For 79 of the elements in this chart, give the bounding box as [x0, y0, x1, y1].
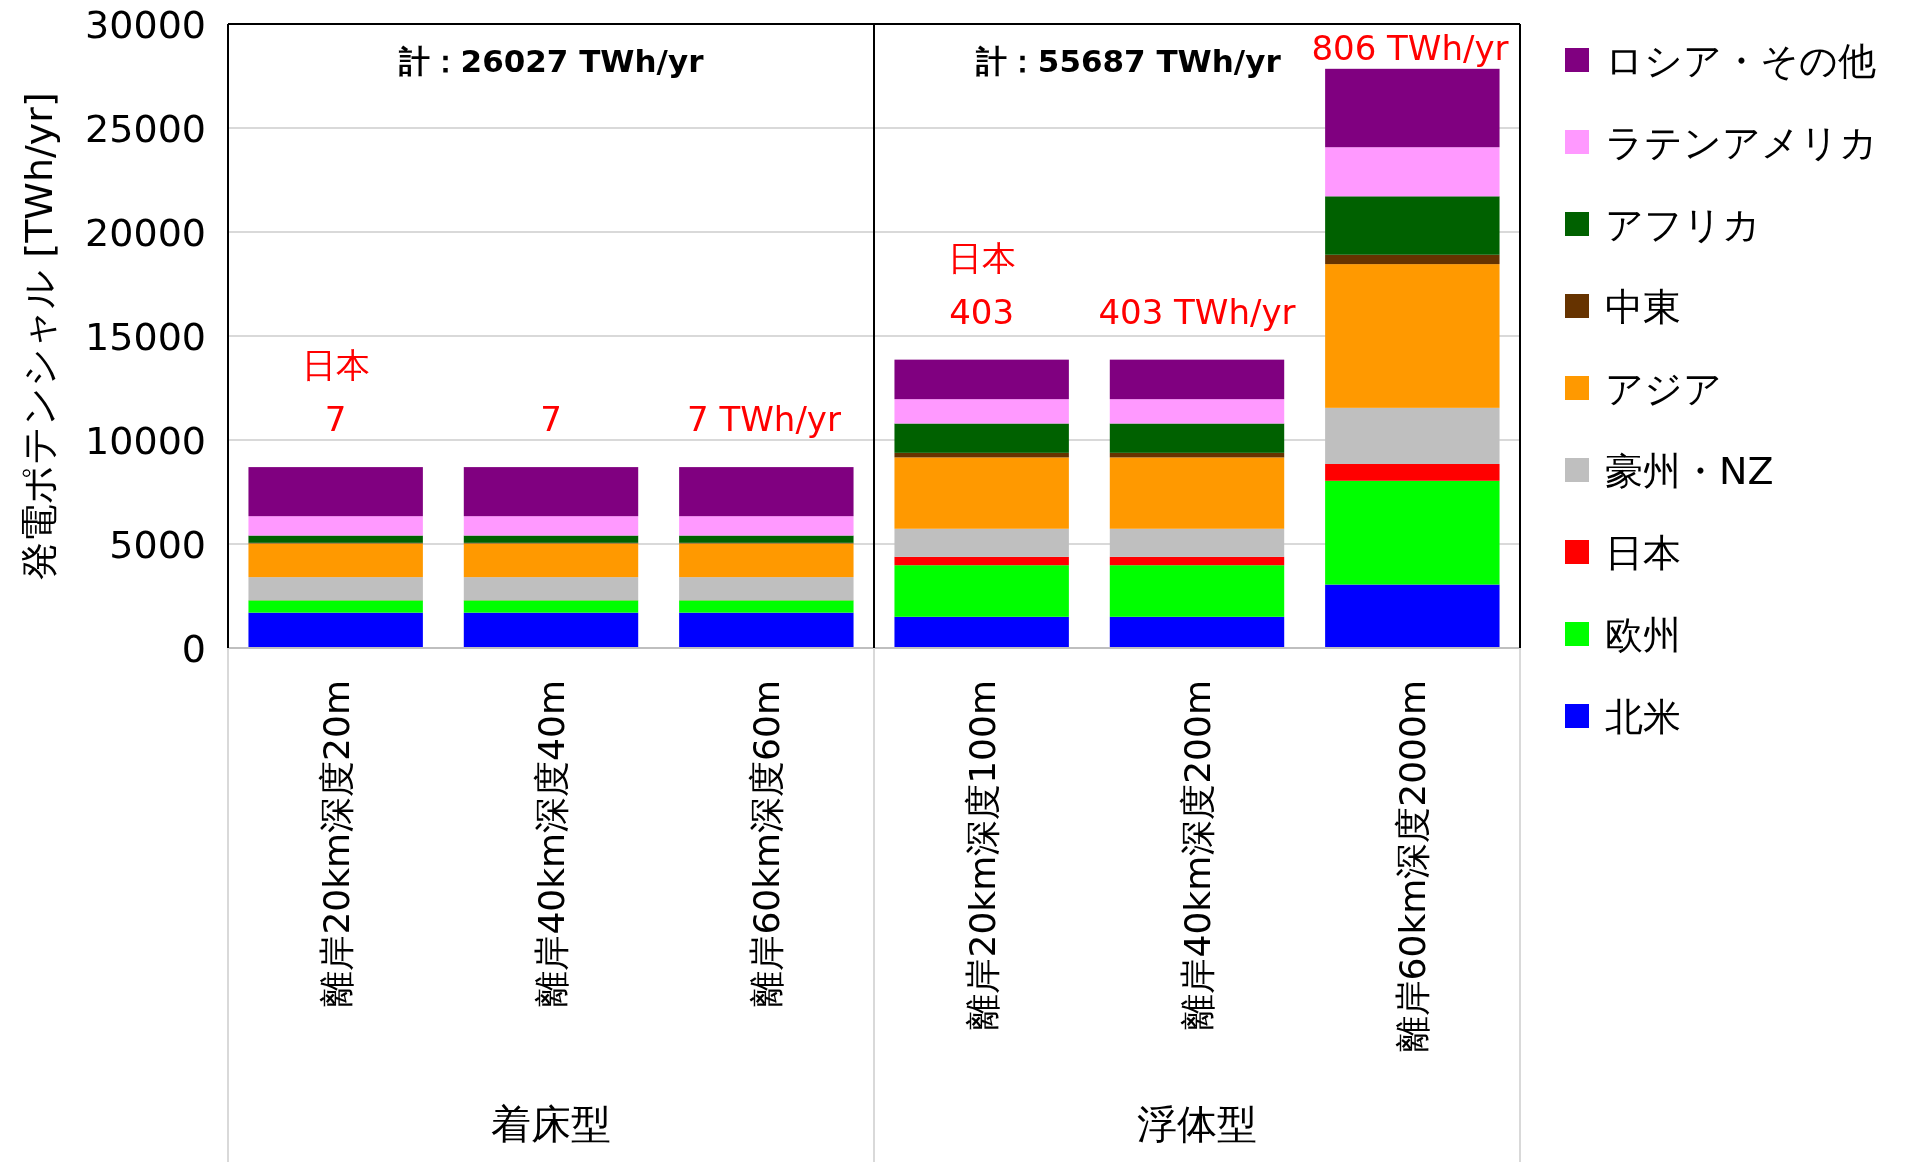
bar [679, 543, 854, 578]
x-axis-title: 浮体型 [1137, 1101, 1257, 1147]
bar [894, 616, 1069, 648]
bar [894, 457, 1069, 529]
bar [894, 423, 1069, 453]
bar [1109, 399, 1285, 424]
legend-label: 豪州・NZ [1605, 449, 1774, 493]
bar [1325, 68, 1500, 148]
bar [1325, 584, 1500, 648]
bar [463, 467, 639, 517]
bar [679, 577, 854, 601]
legend-label: ラテンアメリカ [1605, 121, 1878, 165]
legend-label: 欧州 [1605, 613, 1681, 657]
bar [1325, 147, 1500, 197]
annotation: 日本 7 [301, 345, 370, 440]
text: 計：26027 TWh/yr [397, 43, 705, 79]
bar [894, 399, 1069, 424]
bar [248, 467, 423, 517]
annotation: 806 TWh/yr [1311, 28, 1509, 68]
bar [248, 535, 423, 543]
bar [248, 577, 423, 601]
bar [1109, 565, 1285, 617]
bar [463, 600, 639, 613]
legend-label: ロシア・その他 [1605, 39, 1876, 83]
legend-label: 中東 [1605, 285, 1681, 329]
bar [894, 528, 1069, 557]
legend-label: アフリカ [1605, 203, 1761, 247]
bar [1325, 407, 1500, 464]
y-tick-label: 5000 [109, 523, 206, 567]
bar [679, 467, 854, 517]
x-tick-label: 離岸20km深度100m [961, 680, 1003, 1030]
bar [248, 543, 423, 578]
bar [679, 612, 854, 648]
legend-label: アジア [1605, 367, 1722, 411]
bar [1109, 423, 1285, 453]
y-tick-label: 10000 [85, 419, 206, 463]
bar [1109, 457, 1285, 529]
bar [894, 359, 1069, 400]
bar [1325, 480, 1500, 585]
x-tick-label: 離岸40km深度40m [531, 680, 572, 1007]
bar [1109, 359, 1285, 400]
x-tick-label: 離岸60km深度2000m [1392, 680, 1434, 1053]
bar [894, 556, 1069, 566]
x-tick-label: 離岸60km深度60m [746, 680, 788, 1007]
bar [1325, 264, 1500, 408]
y-tick-label: 0 [181, 627, 206, 671]
bar [463, 535, 639, 543]
bar [1325, 254, 1500, 265]
bar [463, 612, 639, 648]
y-tick-label: 15000 [85, 315, 206, 359]
bar [463, 516, 639, 536]
y-tick-label: 30000 [85, 3, 206, 47]
bar [1109, 556, 1285, 566]
bar [463, 577, 639, 601]
bar [1325, 464, 1500, 481]
x-tick-label: 離岸20km深度20m [315, 680, 357, 1007]
legend-label: 日本 [1605, 531, 1681, 575]
bar [463, 543, 639, 578]
x-axis-title: 着床型 [491, 1101, 611, 1147]
bar [679, 516, 854, 536]
bar [894, 565, 1069, 617]
bar [679, 600, 854, 613]
bar [248, 600, 423, 613]
annotation: 403 TWh/yr [1098, 291, 1296, 332]
y-tick-label: 20000 [85, 211, 206, 255]
bar [248, 516, 423, 536]
bar [679, 535, 854, 543]
annotation: 日本 403 [947, 237, 1016, 332]
annotation: 7 TWh/yr [687, 399, 841, 440]
annotation: 7 [540, 399, 562, 440]
bar [248, 612, 423, 648]
y-axis-title: 発電ポテンシャル [TWh/yr] [17, 92, 61, 580]
text: 計：55687 TWh/yr [974, 43, 1282, 79]
bar [1325, 196, 1500, 255]
legend-label: 北米 [1605, 695, 1681, 739]
y-tick-label: 25000 [85, 107, 206, 151]
bar [1109, 528, 1285, 557]
bar [1109, 616, 1285, 648]
x-tick-label: 離岸40km深度200m [1177, 680, 1218, 1030]
